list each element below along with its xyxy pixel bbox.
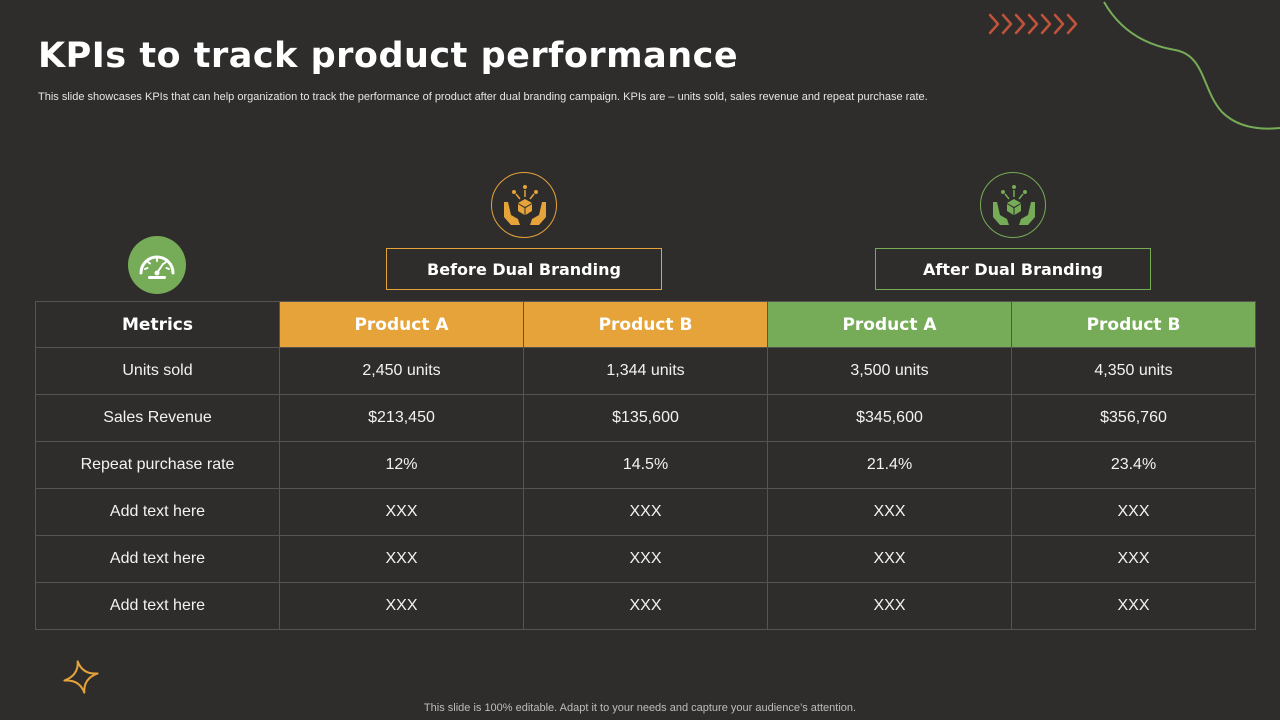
table-cell: 21.4% bbox=[767, 441, 1012, 489]
table-cell: XXX bbox=[1011, 582, 1256, 630]
column-header-before-product-b: Product B bbox=[523, 301, 768, 348]
column-header-before-product-a: Product A bbox=[279, 301, 524, 348]
table-cell: XXX bbox=[279, 582, 524, 630]
table-cell: $213,450 bbox=[279, 394, 524, 442]
metric-label: Units sold bbox=[35, 347, 280, 395]
table-cell: $345,600 bbox=[767, 394, 1012, 442]
chevrons-icon bbox=[988, 13, 1078, 35]
hands-with-gift-icon bbox=[980, 172, 1046, 238]
after-dual-branding-label: After Dual Branding bbox=[875, 248, 1151, 290]
table-cell: 12% bbox=[279, 441, 524, 489]
table-cell: XXX bbox=[767, 488, 1012, 536]
metric-label: Repeat purchase rate bbox=[35, 441, 280, 489]
table-cell: 2,450 units bbox=[279, 347, 524, 395]
table-cell: 1,344 units bbox=[523, 347, 768, 395]
table-cell: XXX bbox=[767, 582, 1012, 630]
footer-note: This slide is 100% editable. Adapt it to… bbox=[423, 702, 857, 714]
page-subtitle: This slide showcases KPIs that can help … bbox=[38, 91, 928, 103]
page-title: KPIs to track product performance bbox=[38, 36, 739, 76]
metric-label: Sales Revenue bbox=[35, 394, 280, 442]
metric-label: Add text here bbox=[35, 488, 280, 536]
column-header-metrics: Metrics bbox=[35, 301, 280, 348]
table-cell: XXX bbox=[279, 488, 524, 536]
table-cell: $135,600 bbox=[523, 394, 768, 442]
table-cell: 14.5% bbox=[523, 441, 768, 489]
column-header-after-product-a: Product A bbox=[767, 301, 1012, 348]
table-cell: 4,350 units bbox=[1011, 347, 1256, 395]
table-cell: XXX bbox=[523, 535, 768, 583]
metric-label: Add text here bbox=[35, 535, 280, 583]
table-header-row: Metrics Product A Product B Product A Pr… bbox=[35, 301, 1256, 348]
table-row: Add text here XXX XXX XXX XXX bbox=[35, 488, 1256, 536]
hands-with-gift-icon bbox=[491, 172, 557, 238]
table-cell: XXX bbox=[1011, 488, 1256, 536]
table-row: Add text here XXX XXX XXX XXX bbox=[35, 535, 1256, 583]
metric-label: Add text here bbox=[35, 582, 280, 630]
column-header-after-product-b: Product B bbox=[1011, 301, 1256, 348]
decorative-curve bbox=[1103, 1, 1280, 130]
table-row: Repeat purchase rate 12% 14.5% 21.4% 23.… bbox=[35, 441, 1256, 489]
table-cell: XXX bbox=[767, 535, 1012, 583]
table-cell: $356,760 bbox=[1011, 394, 1256, 442]
table-row: Units sold 2,450 units 1,344 units 3,500… bbox=[35, 347, 1256, 395]
table-cell: XXX bbox=[523, 582, 768, 630]
table-cell: XXX bbox=[279, 535, 524, 583]
table-cell: XXX bbox=[1011, 535, 1256, 583]
before-dual-branding-label: Before Dual Branding bbox=[386, 248, 662, 290]
kpi-table: Metrics Product A Product B Product A Pr… bbox=[35, 301, 1256, 630]
table-cell: 23.4% bbox=[1011, 441, 1256, 489]
table-cell: XXX bbox=[523, 488, 768, 536]
table-row: Add text here XXX XXX XXX XXX bbox=[35, 582, 1256, 630]
speedometer-icon bbox=[128, 236, 186, 294]
table-cell: 3,500 units bbox=[767, 347, 1012, 395]
sparkle-star-icon bbox=[63, 660, 99, 694]
table-row: Sales Revenue $213,450 $135,600 $345,600… bbox=[35, 394, 1256, 442]
